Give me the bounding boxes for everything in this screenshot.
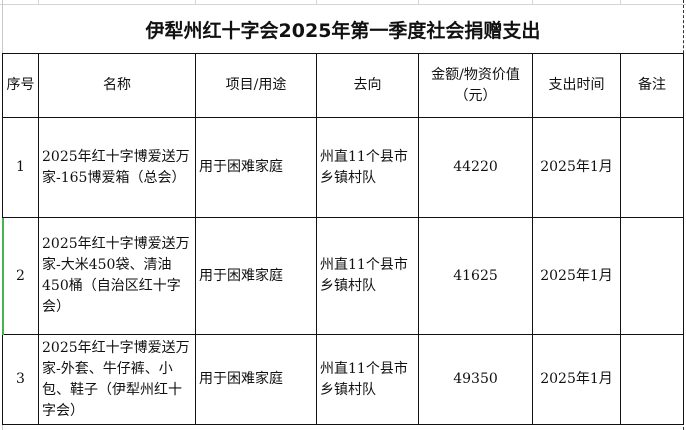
cell-time[interactable]: 2025年1月: [532, 217, 621, 335]
cell-amount[interactable]: 44220: [418, 117, 533, 218]
cell-no[interactable]: 3: [2, 334, 39, 425]
cell-purpose[interactable]: 用于困难家庭: [195, 117, 317, 218]
header-note[interactable]: 备注: [620, 53, 684, 118]
cell-note[interactable]: [620, 334, 684, 425]
header-name[interactable]: 名称: [38, 53, 196, 118]
header-destination[interactable]: 去向: [316, 53, 419, 118]
cell-destination[interactable]: 州直11个县市乡镇村队: [316, 334, 419, 425]
cell-name[interactable]: 2025年红十字博爱送万家-大米450袋、清油450桶（自治区红十字会）: [38, 217, 196, 335]
cell-no[interactable]: 2: [2, 217, 39, 335]
gridline: [195, 0, 196, 4]
page-break-line: [683, 0, 684, 430]
cell-amount[interactable]: 49350: [418, 334, 533, 425]
cell-purpose[interactable]: 用于困难家庭: [195, 217, 317, 335]
cell-time[interactable]: 2025年1月: [532, 117, 621, 218]
cell-note[interactable]: [620, 217, 684, 335]
gridline: [38, 0, 39, 4]
cell-destination[interactable]: 州直11个县市乡镇村队: [316, 117, 419, 218]
sheet-gridline: [0, 0, 686, 5]
table-row: 1 2025年红十字博爱送万家-165博爱箱（总会） 用于困难家庭 州直11个县…: [2, 117, 684, 218]
cell-note[interactable]: [620, 117, 684, 218]
sheet-title[interactable]: 伊犁州红十字会2025年第一季度社会捐赠支出: [145, 19, 541, 42]
table-row: 2 2025年红十字博爱送万家-大米450袋、清油450桶（自治区红十字会） 用…: [2, 217, 684, 335]
header-no[interactable]: 序号: [2, 53, 39, 118]
donation-table: 序号 名称 项目/用途 去向 金额/物资价值（元） 支出时间 备注 1 2025…: [2, 53, 684, 425]
cell-name[interactable]: 2025年红十字博爱送万家-外套、牛仔裤、小包、鞋子（伊犁州红十字会）: [38, 334, 196, 425]
header-time[interactable]: 支出时间: [532, 53, 621, 118]
cell-amount[interactable]: 41625: [418, 217, 533, 335]
gridline: [316, 0, 317, 4]
gridline: [532, 0, 533, 4]
cell-time[interactable]: 2025年1月: [532, 334, 621, 425]
cell-purpose[interactable]: 用于困难家庭: [195, 334, 317, 425]
gridline: [418, 0, 419, 4]
header-row: 序号 名称 项目/用途 去向 金额/物资价值（元） 支出时间 备注: [2, 53, 684, 118]
cell-name[interactable]: 2025年红十字博爱送万家-165博爱箱（总会）: [38, 117, 196, 218]
header-amount[interactable]: 金额/物资价值（元）: [418, 53, 533, 118]
row-selection-indicator: [2, 218, 4, 335]
cell-destination[interactable]: 州直11个县市乡镇村队: [316, 217, 419, 335]
cell-no[interactable]: 1: [2, 117, 39, 218]
gridline: [620, 0, 621, 4]
table-row: 3 2025年红十字博爱送万家-外套、牛仔裤、小包、鞋子（伊犁州红十字会） 用于…: [2, 334, 684, 425]
header-purpose[interactable]: 项目/用途: [195, 53, 317, 118]
